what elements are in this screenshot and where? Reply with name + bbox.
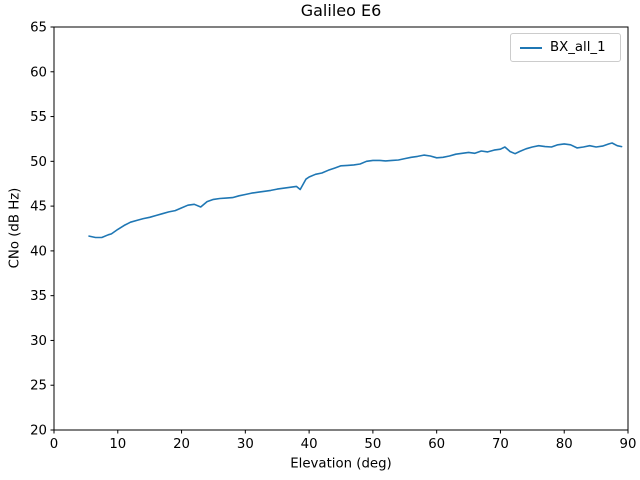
series-line-BX_all_1 bbox=[88, 142, 623, 239]
y-tick-label: 65 bbox=[30, 21, 47, 36]
y-tick-label: 40 bbox=[30, 244, 47, 259]
y-tick-label: 20 bbox=[30, 424, 47, 439]
x-tick-label: 60 bbox=[428, 437, 445, 452]
x-tick-label: 80 bbox=[556, 437, 573, 452]
y-tick-label: 60 bbox=[30, 65, 47, 80]
x-tick-label: 70 bbox=[492, 437, 509, 452]
chart-title: Galileo E6 bbox=[300, 1, 382, 20]
x-tick-label: 90 bbox=[620, 437, 637, 452]
x-tick-label: 20 bbox=[173, 437, 190, 452]
y-tick-label: 45 bbox=[30, 200, 47, 215]
plot-frame bbox=[53, 26, 629, 431]
x-tick-label: 30 bbox=[237, 437, 254, 452]
x-tick-label: 50 bbox=[364, 437, 381, 452]
y-tick-label: 55 bbox=[30, 110, 47, 125]
legend-label: BX_all_1 bbox=[550, 40, 606, 55]
legend-line-swatch bbox=[520, 46, 542, 49]
x-tick-label: 40 bbox=[301, 437, 318, 452]
y-axis-label: CNo (dB Hz) bbox=[7, 187, 23, 269]
y-tick-label: 35 bbox=[30, 289, 47, 304]
y-tick-label: 50 bbox=[30, 155, 47, 170]
y-tick-label: 30 bbox=[30, 334, 47, 349]
x-tick-label: 10 bbox=[109, 437, 126, 452]
y-tick-label: 25 bbox=[30, 379, 47, 394]
x-axis-label: Elevation (deg) bbox=[290, 456, 392, 472]
x-tick-label: 0 bbox=[50, 437, 58, 452]
legend: BX_all_1 bbox=[510, 33, 621, 62]
